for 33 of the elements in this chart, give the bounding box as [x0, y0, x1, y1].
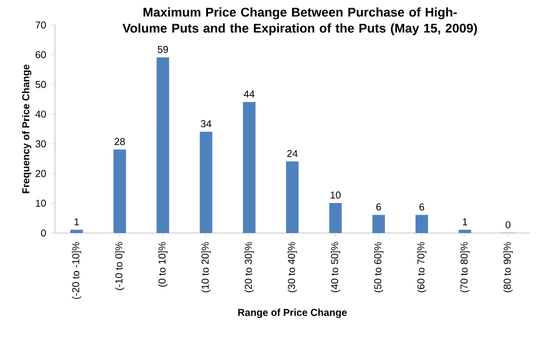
- x-tick-label: (80 to 90]%: [503, 242, 513, 292]
- x-tick-label: (-20 to -10]%: [72, 242, 82, 299]
- y-tick-label: 60: [36, 51, 46, 58]
- data-label: 28: [114, 138, 125, 146]
- chart-title: Maximum Price Change Between Purchase of High-Volume Puts and the Expiration of the Puts (May 15, 2009): [122, 7, 477, 36]
- data-label: 44: [244, 90, 254, 98]
- y-tick-label: 40: [35, 110, 46, 118]
- x-tick-label: (-10 to 0]%: [115, 242, 124, 290]
- x-tick-label: (40 to 50]%: [330, 242, 340, 292]
- data-label: 24: [287, 150, 298, 157]
- data-label: 59: [158, 46, 168, 53]
- y-tick-label: 70: [36, 21, 46, 29]
- x-tick-label: (70 to 80]%: [460, 242, 470, 292]
- x-tick-label: (30 to 40]%: [288, 242, 297, 292]
- data-label: 6: [420, 203, 424, 210]
- data-label: 34: [200, 120, 212, 128]
- data-label: 1: [462, 218, 468, 226]
- y-tick-label: 20: [36, 170, 46, 178]
- x-tick-label: (0 to 10]%: [158, 242, 168, 287]
- y-axis-title: Frequency of Price Change: [22, 64, 32, 194]
- y-tick-label: 0: [41, 229, 46, 237]
- x-tick-label: (10 to 20]%: [201, 242, 211, 292]
- x-axis-title: Range of Price Change: [238, 308, 347, 318]
- data-label: 0: [506, 221, 510, 228]
- y-tick-label: 50: [36, 80, 46, 88]
- data-label: 6: [376, 203, 381, 210]
- y-tick-label: 10: [36, 200, 46, 207]
- y-tick-label: 30: [36, 140, 46, 148]
- data-label: 1: [74, 218, 79, 226]
- x-tick-label: (50 to 60]%: [374, 242, 384, 292]
- x-tick-label: (20 to 30]%: [244, 242, 254, 292]
- data-label: 10: [330, 191, 341, 199]
- x-tick-label: (60 to 70]%: [417, 242, 426, 292]
